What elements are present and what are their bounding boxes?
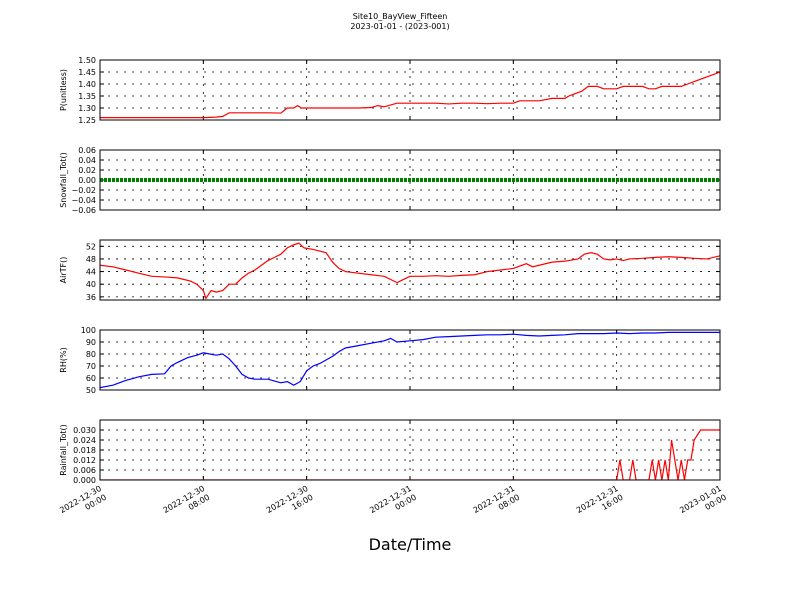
y-axis-label: Rainfall_Tot(): [59, 424, 68, 476]
y-tick-label: 1.25: [78, 116, 96, 125]
y-tick-label: 1.40: [78, 80, 96, 89]
y-tick-label: 48: [86, 255, 96, 264]
y-axis-label: AirTF(): [59, 257, 68, 284]
x-axis-label: Date/Time: [369, 535, 452, 554]
y-tick-label: −0.02: [71, 186, 96, 195]
y-tick-label: 44: [86, 268, 96, 277]
panel-1: 1.25 1.30 1.35 1.40 1.45 1.50 P(unitless): [59, 56, 721, 125]
y-tick-label: 1.45: [78, 68, 96, 77]
y-tick-label: 0.018: [73, 446, 96, 455]
series-line: [100, 331, 720, 389]
y-axis-label: P(unitless): [59, 69, 68, 111]
y-tick-label: 36: [86, 293, 96, 302]
series-line: [100, 429, 720, 480]
y-tick-label: 90: [86, 338, 96, 347]
plot-frame: [99, 419, 721, 481]
figure-subtitle: 2023-01-01 - (2023-001): [350, 22, 449, 31]
x-tick-label: 2022-12-3100:00: [368, 484, 418, 524]
panel-4: 50 60 70 80 90 100 RH(%): [59, 326, 721, 395]
y-tick-label: −0.04: [71, 196, 96, 205]
y-tick-label: 1.35: [78, 92, 96, 101]
x-axis-ticks: 2022-12-3000:00 2022-12-3008:00 2022-12-30…: [58, 484, 728, 524]
y-tick-label: 70: [86, 362, 96, 371]
y-tick-label: 0.000: [73, 476, 96, 485]
x-tick-label: 2022-12-3108:00: [472, 484, 522, 524]
y-tick-label: 0.012: [73, 456, 96, 465]
y-axis-label: RH(%): [59, 347, 68, 372]
x-tick-label: 2022-12-3000:00: [58, 484, 108, 524]
plot-frame: [99, 59, 721, 121]
y-tick-label: 0.00: [78, 176, 96, 185]
panel-2: −0.06−0.04−0.020.000.020.040.06 Snowfall_…: [59, 146, 721, 215]
plot-frame: [99, 149, 721, 211]
y-tick-label: 0.06: [78, 146, 96, 155]
x-tick-label: 2023-01-0100:00: [678, 484, 728, 524]
y-tick-label: −0.06: [71, 206, 96, 215]
x-tick-label: 2022-12-3016:00: [265, 484, 315, 524]
plot-frame: [99, 239, 721, 301]
y-tick-label: 80: [86, 350, 96, 359]
y-tick-label: 52: [86, 242, 96, 251]
x-tick-label: 2022-12-3008:00: [162, 484, 212, 524]
y-tick-label: 0.006: [73, 466, 96, 475]
x-tick-label: 2022-12-3116:00: [575, 484, 625, 524]
y-tick-label: 60: [86, 374, 96, 383]
y-tick-label: 0.030: [73, 426, 96, 435]
y-axis-label: Snowfall_Tot(): [59, 152, 68, 208]
panels-group: 1.25 1.30 1.35 1.40 1.45 1.50 P(unitless) −0.06…: [59, 56, 721, 485]
y-tick-label: 50: [86, 386, 96, 395]
y-tick-label: 100: [81, 326, 96, 335]
figure-title: Site10_BayView_Fifteen: [353, 12, 448, 21]
y-tick-label: 1.50: [78, 56, 96, 65]
panel-3: 36 40 44 48 52 AirTF(): [59, 239, 721, 302]
y-tick-label: 40: [86, 280, 96, 289]
y-tick-label: 0.04: [78, 156, 96, 165]
y-tick-label: 1.30: [78, 104, 96, 113]
y-tick-label: 0.02: [78, 166, 96, 175]
plot-frame: [99, 329, 721, 391]
y-tick-label: 0.024: [73, 436, 96, 445]
series-line: [100, 71, 720, 119]
series-line: [100, 242, 720, 300]
